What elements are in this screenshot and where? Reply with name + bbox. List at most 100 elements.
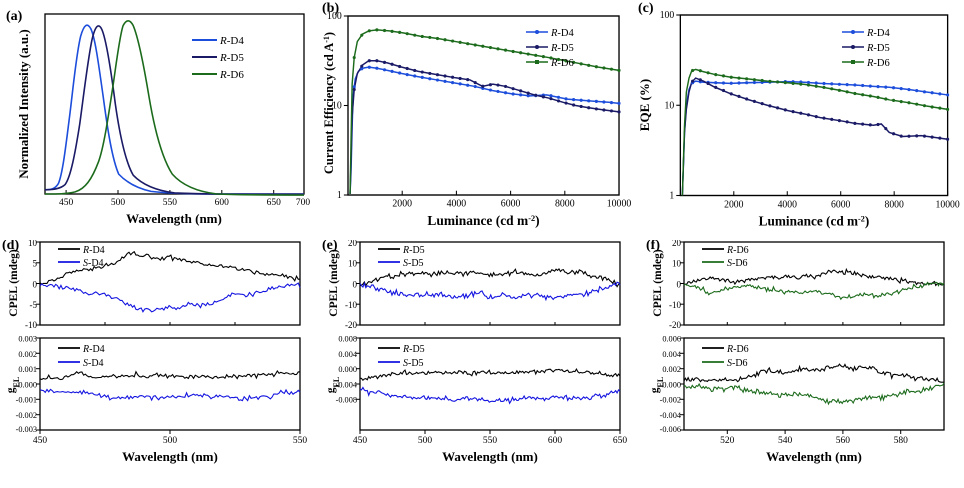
svg-text:-0.002: -0.002 [660, 396, 681, 405]
svg-text:R-D4: R-D4 [866, 28, 891, 39]
svg-text:550: 550 [483, 436, 498, 446]
svg-text:R-D6: R-D6 [726, 245, 749, 256]
svg-text:100: 100 [327, 11, 342, 22]
svg-text:-0.003: -0.003 [16, 425, 37, 434]
svg-text:600: 600 [215, 198, 230, 208]
svg-text:R-D5: R-D5 [550, 43, 574, 54]
svg-text:560: 560 [836, 436, 851, 446]
svg-text:650: 650 [267, 198, 282, 208]
svg-text:700: 700 [296, 198, 311, 208]
svg-text:-10: -10 [345, 300, 357, 310]
svg-text:2000: 2000 [724, 199, 743, 210]
svg-text:0: 0 [353, 279, 358, 289]
svg-text:Luminance (cd m-2): Luminance (cd m-2) [759, 213, 870, 229]
svg-text:10: 10 [28, 240, 38, 248]
svg-text:R-D6: R-D6 [866, 58, 890, 69]
svg-text:100: 100 [660, 10, 675, 21]
svg-text:20: 20 [672, 240, 682, 248]
svg-text:520: 520 [720, 436, 735, 446]
svg-text:Wavelength (nm): Wavelength (nm) [122, 449, 218, 464]
svg-text:gEL: gEL [649, 377, 665, 393]
svg-text:R-D4: R-D4 [550, 28, 575, 39]
svg-text:Luminance (cd m-2): Luminance (cd m-2) [427, 213, 539, 229]
svg-text:-10: -10 [25, 320, 37, 330]
svg-text:10: 10 [665, 100, 675, 111]
svg-text:S-D4: S-D4 [83, 358, 104, 369]
svg-text:R-D5: R-D5 [219, 52, 244, 64]
svg-text:S-D6: S-D6 [727, 258, 748, 269]
svg-text:8000: 8000 [884, 199, 903, 210]
svg-text:EQE (%): EQE (%) [637, 79, 652, 131]
svg-text:450: 450 [33, 436, 48, 446]
svg-text:4000: 4000 [447, 199, 467, 210]
svg-text:500: 500 [163, 436, 178, 446]
svg-text:20: 20 [348, 240, 358, 248]
svg-text:-5: -5 [30, 300, 38, 310]
svg-text:10000: 10000 [936, 199, 960, 210]
svg-text:R-D5: R-D5 [866, 43, 890, 54]
svg-text:0.008: 0.008 [338, 335, 357, 344]
svg-text:0.000: 0.000 [662, 380, 681, 389]
svg-text:5: 5 [33, 259, 38, 269]
svg-text:0.003: 0.003 [18, 335, 37, 344]
svg-text:Wavelength (nm): Wavelength (nm) [442, 449, 538, 464]
svg-text:0.002: 0.002 [662, 365, 681, 374]
svg-text:0.000: 0.000 [18, 380, 37, 389]
svg-text:R-D5: R-D5 [402, 344, 425, 355]
svg-text:1: 1 [669, 191, 674, 202]
svg-text:540: 540 [778, 436, 793, 446]
svg-text:-0.008: -0.008 [336, 396, 357, 405]
svg-text:S-D5: S-D5 [403, 358, 424, 369]
svg-text:-0.006: -0.006 [660, 425, 681, 434]
svg-text:6000: 6000 [831, 199, 850, 210]
svg-text:0.001: 0.001 [18, 365, 37, 374]
svg-text:2000: 2000 [392, 199, 412, 210]
svg-text:S-D5: S-D5 [403, 258, 424, 269]
svg-text:550: 550 [293, 436, 308, 446]
svg-text:0.006: 0.006 [662, 335, 681, 344]
svg-text:500: 500 [418, 436, 433, 446]
svg-text:-20: -20 [669, 320, 681, 330]
svg-text:600: 600 [548, 436, 563, 446]
svg-text:gEL: gEL [5, 377, 21, 393]
svg-text:R-D5: R-D5 [402, 245, 425, 256]
svg-text:6000: 6000 [501, 199, 521, 210]
svg-text:4000: 4000 [778, 199, 797, 210]
svg-text:0.004: 0.004 [338, 350, 358, 359]
svg-text:R-D6: R-D6 [550, 58, 574, 69]
svg-text:1: 1 [337, 190, 342, 201]
svg-text:0: 0 [33, 279, 38, 289]
svg-text:-0.004: -0.004 [660, 411, 682, 420]
svg-text:gEL: gEL [325, 377, 341, 393]
svg-text:550: 550 [163, 198, 178, 208]
svg-text:R-D4: R-D4 [82, 344, 105, 355]
svg-text:0.000: 0.000 [338, 365, 357, 374]
svg-text:CPEL (mdeg): CPEL (mdeg) [8, 249, 20, 317]
svg-text:Current Efficiency (cd A-1): Current Efficiency (cd A-1) [322, 32, 337, 174]
svg-text:10: 10 [672, 259, 682, 269]
svg-text:CPEL (mdeg): CPEL (mdeg) [328, 249, 340, 317]
svg-text:Normalized Intensity (a.u.): Normalized Intensity (a.u.) [16, 29, 31, 179]
svg-text:10000: 10000 [607, 199, 632, 210]
svg-text:Wavelength (nm): Wavelength (nm) [126, 211, 222, 226]
svg-text:R-D4: R-D4 [82, 245, 105, 256]
svg-text:0.004: 0.004 [662, 350, 682, 359]
svg-text:S-D4: S-D4 [83, 258, 104, 269]
svg-text:0: 0 [677, 279, 682, 289]
svg-text:-0.001: -0.001 [16, 396, 37, 405]
svg-text:-0.002: -0.002 [16, 411, 37, 420]
svg-text:Wavelength (nm): Wavelength (nm) [766, 449, 862, 464]
svg-text:R-D4: R-D4 [219, 35, 244, 47]
svg-text:(c): (c) [638, 1, 654, 16]
svg-text:-10: -10 [669, 300, 681, 310]
svg-text:S-D6: S-D6 [727, 358, 748, 369]
svg-text:650: 650 [613, 436, 628, 446]
svg-text:8000: 8000 [555, 199, 575, 210]
svg-text:R-D6: R-D6 [726, 344, 749, 355]
svg-text:500: 500 [111, 198, 126, 208]
svg-text:CPEL (mdeg): CPEL (mdeg) [652, 249, 664, 317]
svg-text:0.002: 0.002 [18, 350, 37, 359]
svg-text:10: 10 [348, 259, 358, 269]
svg-text:-20: -20 [345, 320, 357, 330]
svg-text:R-D6: R-D6 [219, 69, 244, 81]
